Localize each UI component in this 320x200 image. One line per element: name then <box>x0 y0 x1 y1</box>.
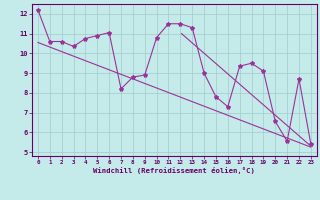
X-axis label: Windchill (Refroidissement éolien,°C): Windchill (Refroidissement éolien,°C) <box>93 167 255 174</box>
